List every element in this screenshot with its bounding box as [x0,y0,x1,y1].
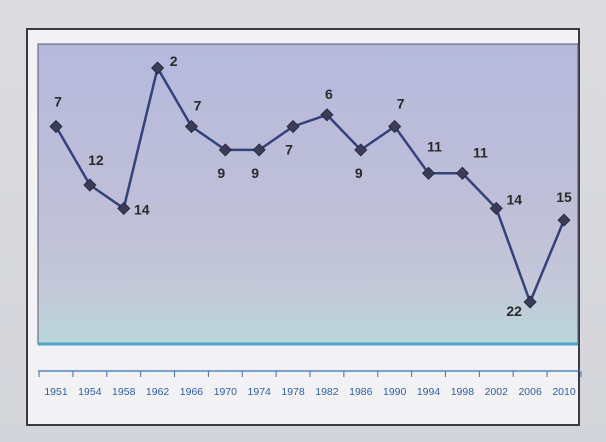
data-label: 9 [217,165,225,181]
x-tick-label: 1970 [214,386,238,398]
plot-area [37,43,579,345]
x-tick-label: 2010 [552,386,576,398]
x-tick-label: 1958 [112,386,136,398]
x-tick-label: 1954 [78,386,102,398]
data-label: 14 [506,191,522,207]
data-label: 7 [285,142,293,158]
data-point-marker [388,119,402,134]
data-label: 2 [170,53,178,69]
x-tick-label: 1998 [451,386,475,398]
x-tick-label: 2006 [518,386,542,398]
x-tick-label: 1990 [383,386,407,398]
data-point-marker [184,119,199,134]
x-tick-label: 1966 [180,386,204,398]
data-label: 15 [556,189,572,205]
data-label: 22 [506,303,522,319]
data-markers [49,61,571,309]
data-label: 7 [54,94,62,110]
data-point-marker [320,108,334,122]
data-label: 7 [194,98,202,114]
x-tick-label: 1962 [146,386,170,398]
x-tick-label: 1986 [349,386,373,398]
data-label: 11 [473,144,488,160]
series-line [54,66,566,304]
data-labels: 7 12 14 2 7 9 9 7 6 9 7 11 11 14 22 15 [54,53,572,319]
data-point-marker [49,119,63,134]
x-axis-tick-labels: 1951 1954 1958 1962 1966 1970 1974 1978 1982 1986… [44,386,576,398]
data-point-marker [83,178,97,192]
x-tick-label: 1951 [44,386,68,398]
data-label: 6 [325,86,333,102]
data-label: 9 [251,165,259,181]
data-label: 9 [355,165,363,181]
x-tick-label: 2002 [485,386,509,398]
data-point-marker [218,143,232,157]
data-point-marker [421,166,436,180]
data-label: 7 [397,96,405,112]
data-point-marker [354,143,368,157]
data-label: 14 [134,201,150,217]
data-point-marker [117,201,131,215]
data-point-marker [455,166,469,180]
x-tick-label: 1974 [248,386,272,398]
x-tick-label: 1982 [315,386,339,398]
data-point-marker [286,119,300,134]
data-label: 11 [427,138,442,154]
data-label: 12 [88,152,104,168]
data-point-marker [557,213,571,227]
data-point-marker [489,201,503,215]
data-point-marker [151,61,165,75]
x-axis-ticks [38,371,582,377]
data-point-marker [252,143,266,157]
x-tick-label: 1978 [281,386,305,398]
x-tick-label: 1994 [417,386,441,398]
data-point-marker [523,295,537,309]
